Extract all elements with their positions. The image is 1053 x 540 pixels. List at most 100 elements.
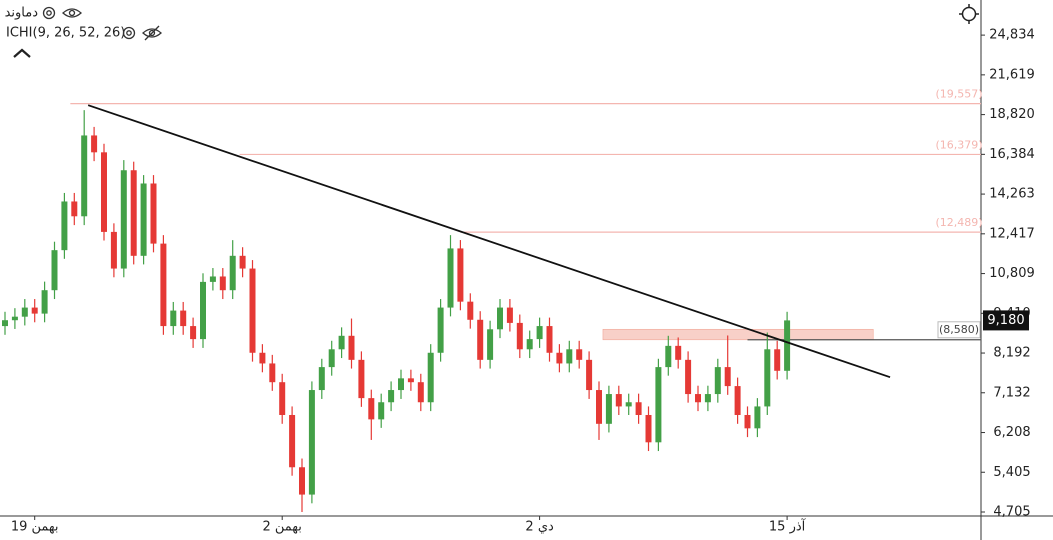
candle-body bbox=[734, 386, 741, 415]
candle-body bbox=[457, 248, 464, 302]
candle-body bbox=[200, 281, 206, 340]
y-tick-label: 10,809 bbox=[989, 266, 1035, 281]
candle-body bbox=[744, 414, 751, 429]
candle-body bbox=[398, 378, 404, 391]
candle-body bbox=[506, 307, 513, 323]
candle-body bbox=[101, 152, 107, 232]
candle-body bbox=[91, 135, 98, 153]
level-label: (8,580) bbox=[939, 323, 979, 336]
collapse-button[interactable] bbox=[13, 48, 31, 58]
candle-body bbox=[229, 255, 236, 291]
candle-body bbox=[645, 414, 652, 443]
last-price-badge bbox=[983, 310, 1029, 331]
candle-body bbox=[289, 414, 296, 468]
candle-body bbox=[447, 248, 454, 308]
y-tick-label: 14,263 bbox=[989, 187, 1035, 202]
candle-body bbox=[81, 135, 88, 217]
visibility-icon[interactable] bbox=[62, 8, 82, 18]
candle-body bbox=[566, 349, 573, 364]
candle-body bbox=[596, 390, 602, 424]
candle-body bbox=[695, 394, 701, 403]
y-tick-label: 8,192 bbox=[993, 346, 1030, 361]
candle-body bbox=[536, 326, 543, 340]
trend-line bbox=[87, 104, 891, 379]
candle-body bbox=[784, 320, 791, 371]
candle-body bbox=[279, 382, 286, 415]
y-tick-label: 5,405 bbox=[993, 465, 1030, 480]
crosshair-button[interactable] bbox=[959, 4, 979, 24]
candle-body bbox=[665, 345, 672, 368]
candle-body bbox=[110, 231, 117, 269]
y-tick-label: 6,208 bbox=[993, 425, 1030, 440]
candle-body bbox=[239, 255, 246, 269]
x-tick-label: 19 بهمن bbox=[11, 520, 59, 535]
y-tick-label: 4,705 bbox=[993, 505, 1030, 520]
x-tick-label: 2 دي bbox=[525, 520, 554, 535]
candle-body bbox=[378, 402, 385, 420]
level-label: (19,557) bbox=[935, 88, 982, 101]
y-tick-label: 24,834 bbox=[989, 28, 1035, 43]
candle-body bbox=[625, 402, 632, 407]
level-label: (16,379) bbox=[935, 138, 982, 151]
y-tick-label: 12,417 bbox=[989, 226, 1035, 241]
candle-body bbox=[526, 339, 533, 350]
candle-body bbox=[338, 335, 345, 350]
candle-body bbox=[21, 307, 28, 317]
x-tick-label: 15 آذر bbox=[769, 518, 807, 535]
candle-body bbox=[299, 467, 305, 495]
level-label: (12,489) bbox=[935, 216, 982, 229]
candle-body bbox=[487, 329, 494, 360]
candle-body bbox=[269, 363, 276, 383]
candle-body bbox=[635, 402, 642, 415]
candle-body bbox=[308, 390, 315, 495]
candle-body bbox=[358, 359, 365, 399]
y-tick-label: 18,820 bbox=[989, 107, 1035, 122]
candle-body bbox=[407, 378, 414, 383]
candle-body bbox=[586, 359, 593, 391]
y-tick-label: 7,132 bbox=[993, 385, 1030, 400]
candle-body bbox=[11, 316, 18, 321]
indicator-label: ICHI(9, 26, 52, 26) bbox=[6, 26, 125, 41]
candle-body bbox=[497, 307, 503, 330]
level-label-box bbox=[937, 321, 981, 339]
candle-body bbox=[704, 394, 711, 403]
candle-body bbox=[467, 301, 474, 320]
candle-body bbox=[160, 243, 167, 327]
candle-body bbox=[388, 390, 395, 403]
candle-body bbox=[477, 319, 484, 360]
candle-body bbox=[615, 394, 622, 407]
candle-body bbox=[328, 349, 335, 368]
settings-icon[interactable] bbox=[42, 6, 56, 20]
candle-body bbox=[31, 307, 38, 314]
candle-body bbox=[675, 345, 682, 360]
candle-body bbox=[605, 394, 612, 424]
candle-body bbox=[368, 398, 375, 420]
candle-body bbox=[180, 310, 187, 327]
candle-body bbox=[516, 322, 523, 350]
candle-body bbox=[417, 382, 424, 403]
symbol-title: دماوند bbox=[5, 6, 39, 21]
resistance-zone bbox=[602, 328, 874, 341]
candle-body bbox=[140, 183, 147, 256]
candle-body bbox=[120, 170, 127, 269]
candle-body bbox=[51, 250, 58, 291]
last-price-label: 9,180 bbox=[987, 313, 1024, 328]
x-tick-label: 2 بهمن bbox=[262, 520, 301, 535]
candle-body bbox=[576, 349, 583, 360]
candle-body bbox=[556, 352, 563, 364]
candle-body bbox=[71, 201, 78, 217]
indicator-settings-icon[interactable] bbox=[122, 26, 136, 40]
candle-body bbox=[61, 201, 68, 251]
candle-body bbox=[427, 352, 434, 403]
candle-body bbox=[754, 406, 761, 429]
candle-body bbox=[714, 367, 721, 395]
y-tick-label: 21,619 bbox=[989, 67, 1035, 82]
y-tick-label: 16,384 bbox=[989, 147, 1035, 162]
candle-body bbox=[2, 320, 8, 327]
candle-body bbox=[546, 326, 553, 353]
candle-body bbox=[655, 367, 662, 443]
candle-body bbox=[774, 349, 781, 371]
candle-body bbox=[318, 367, 325, 391]
indicator-hide-icon[interactable] bbox=[142, 25, 162, 41]
